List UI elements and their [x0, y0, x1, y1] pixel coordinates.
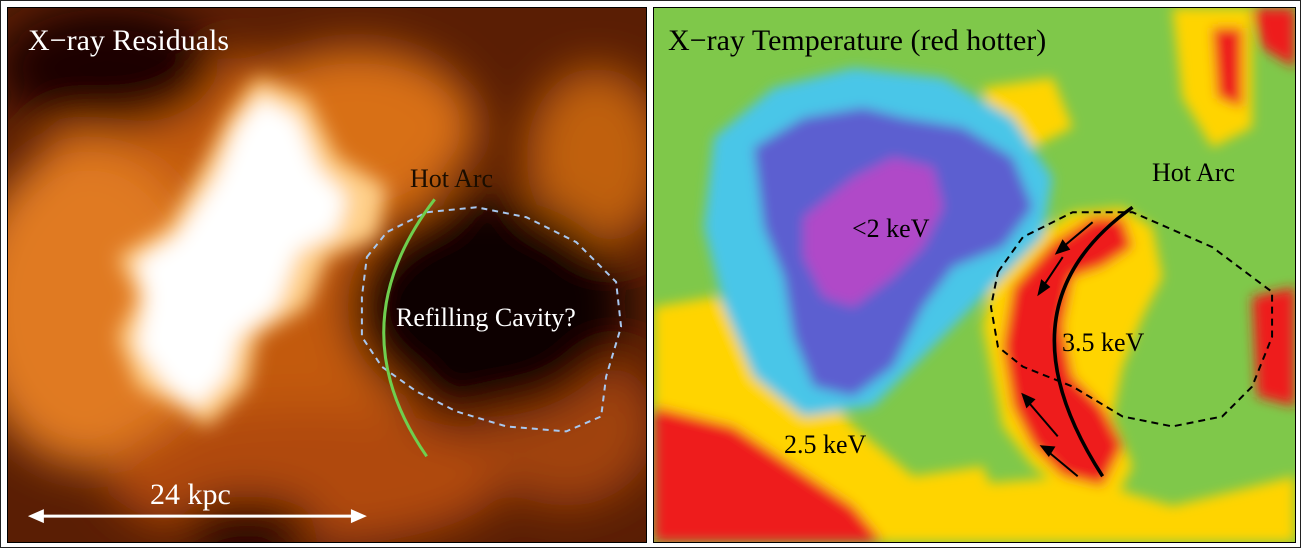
scale-label: 24 kpc — [150, 478, 231, 511]
cavity-outline — [360, 206, 623, 433]
hot-arc-curve — [1052, 205, 1134, 478]
hot-arc-label-left: Hot Arc — [410, 164, 494, 193]
hot-arc-line — [382, 198, 436, 458]
scale-bar — [27, 509, 367, 524]
residuals-title: X−ray Residuals — [28, 24, 230, 57]
cavity-label: Refilling Cavity? — [396, 303, 576, 332]
arc-temp-label: 3.5 keV — [1062, 328, 1145, 357]
cool-core-label: <2 keV — [852, 214, 930, 243]
hot-arc-label-right: Hot Arc — [1152, 158, 1236, 187]
temperature-map — [654, 8, 1295, 542]
outer-temp-label: 2.5 keV — [784, 430, 867, 459]
temperature-title: X−ray Temperature (red hotter) — [668, 24, 1047, 57]
xray-temperature-panel: X−ray Temperature (red hotter) Hot Arc <… — [653, 7, 1296, 543]
flow-arrows — [1021, 221, 1094, 478]
xray-residuals-panel: X−ray Residuals Hot Arc Refilling Cavity… — [7, 7, 647, 543]
residuals-image — [8, 8, 646, 542]
